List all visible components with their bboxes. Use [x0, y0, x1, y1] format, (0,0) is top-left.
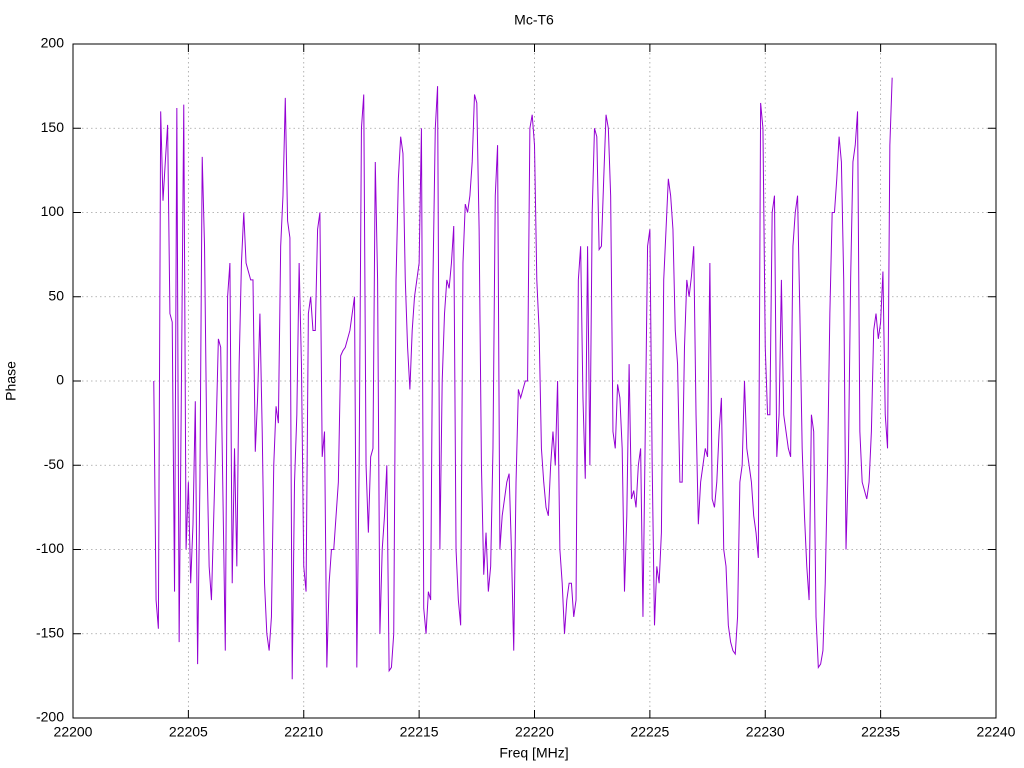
x-tick-label: 22235	[861, 724, 900, 740]
chart-title: Mc-T6	[514, 12, 554, 28]
y-tick-label: -100	[36, 540, 64, 556]
y-axis-label: Phase	[3, 361, 19, 401]
x-tick-label: 22230	[746, 724, 785, 740]
x-tick-label: 22240	[977, 724, 1016, 740]
x-tick-label: 22210	[284, 724, 323, 740]
x-tick-label: 22220	[515, 724, 554, 740]
x-tick-label: 22215	[400, 724, 439, 740]
y-tick-label: 50	[48, 287, 64, 303]
y-tick-label: -200	[36, 709, 64, 725]
y-tick-label: 0	[56, 372, 64, 388]
y-tick-label: -150	[36, 624, 64, 640]
data-line	[153, 77, 893, 680]
plot-border	[72, 43, 997, 719]
x-tick-label: 22200	[54, 724, 93, 740]
y-tick-label: 150	[41, 119, 65, 135]
x-axis-label: Freq [MHz]	[499, 745, 568, 761]
x-tick-label: 22225	[630, 724, 669, 740]
y-tick-label: 100	[41, 203, 65, 219]
y-tick-label: -50	[44, 456, 64, 472]
x-tick-label: 22205	[169, 724, 208, 740]
y-tick-label: 200	[41, 35, 65, 51]
